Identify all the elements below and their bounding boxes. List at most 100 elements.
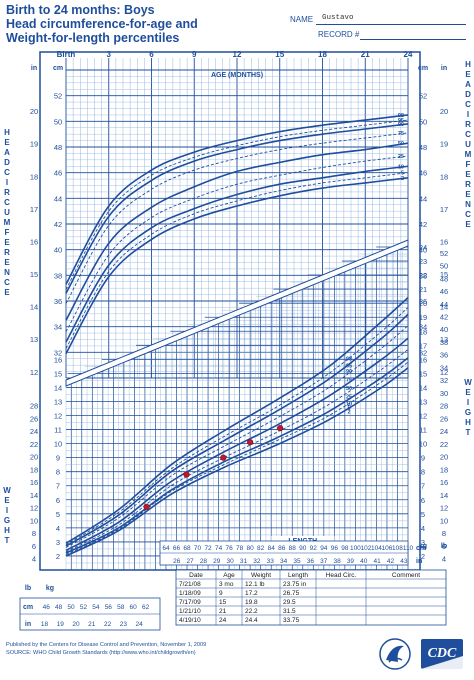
- table-cell: 31.5: [283, 608, 296, 615]
- kg-unit-label-right: kg: [419, 543, 427, 550]
- len-in-tick: 28: [200, 558, 208, 565]
- wt-lb-tick-right: 44: [440, 300, 448, 309]
- hc-cm-tick-right: 34: [419, 323, 427, 332]
- table-cell: 29.5: [283, 599, 296, 606]
- wt-kg-tick: 14: [54, 383, 62, 392]
- hc-in-tick: 17: [30, 205, 38, 214]
- hc-in-tick-right: 14: [440, 303, 448, 312]
- len-in-tick: 26: [173, 558, 181, 565]
- table-header: Comment: [392, 572, 420, 579]
- len-cm-tick: 68: [183, 545, 191, 552]
- hc-cm-tick: 52: [54, 92, 62, 101]
- record-label: RECORD #: [318, 30, 360, 39]
- wfl-percentile-90: [65, 313, 409, 547]
- wt-lb-tick-right: 4: [442, 555, 446, 564]
- wt-kg-tick: 5: [56, 510, 60, 519]
- wt-lb-tick: 10: [30, 516, 38, 525]
- wt-lb-tick-right: 50: [440, 262, 448, 271]
- hc-cm-tick-right: 40: [419, 246, 427, 255]
- wt-kg-tick: 16: [54, 355, 62, 364]
- hhs-seal-icon: [379, 638, 411, 670]
- hc-in-tick: 15: [30, 270, 38, 279]
- hc-percentile-label: 98: [398, 113, 404, 119]
- hc-cm-tick: 44: [54, 194, 62, 203]
- wfl-percentile-label: 95: [346, 363, 352, 369]
- age-tick-label: 6: [149, 50, 154, 59]
- wfl-percentile-2: [65, 367, 409, 557]
- footer-line-1: Published by the Centers for Disease Con…: [6, 642, 207, 648]
- table-cell: 24: [219, 617, 227, 624]
- table-cell: 4/19/10: [179, 617, 201, 624]
- age-tick-label: 15: [275, 50, 284, 59]
- wt-lb-tick: 14: [30, 491, 38, 500]
- cm-unit-label-top-right: cm: [418, 65, 428, 72]
- footer-line-2: SOURCE: WHO Child Growth Standards (http…: [6, 650, 196, 656]
- length-label-bg: [271, 536, 335, 545]
- hc-percentile-label: 90: [398, 122, 404, 128]
- wfl-percentile-10: [65, 357, 409, 554]
- len-in-tick: 41: [374, 558, 382, 565]
- name-value[interactable]: Gustavo: [322, 14, 354, 22]
- small-cm-tick: 56: [105, 604, 113, 611]
- wt-kg-tick: 3: [56, 538, 60, 547]
- len-cm-tick: 94: [320, 545, 328, 552]
- len-cm-tick: 108: [392, 545, 403, 552]
- wt-lb-tick-right: 22: [440, 440, 448, 449]
- len-cm-unit: cm: [416, 545, 426, 552]
- wt-lb-tick: 12: [30, 504, 38, 513]
- table-header: Date: [189, 572, 203, 579]
- wt-lb-tick-right: 34: [440, 363, 448, 372]
- len-cm-tick: 100: [350, 545, 361, 552]
- wt-lb-tick-right: 14: [440, 491, 448, 500]
- wt-kg-tick-right: 15: [419, 369, 427, 378]
- wt-lb-tick-right: 30: [440, 389, 448, 398]
- len-cm-tick: 74: [215, 545, 223, 552]
- hc-cm-tick-right: 38: [419, 271, 427, 280]
- wt-lb-tick-right: 38: [440, 338, 448, 347]
- wt-lb-tick-right: 28: [440, 402, 448, 411]
- len-cm-tick: 96: [331, 545, 339, 552]
- small-in-tick: 22: [104, 621, 112, 628]
- hc-percentile-label: 50: [398, 141, 404, 147]
- wt-kg-tick: 2: [56, 552, 60, 561]
- table-cell: 12.1 lb: [245, 581, 265, 588]
- table-cell: 21: [219, 608, 227, 615]
- age-tick-label: Birth: [57, 50, 76, 59]
- wt-kg-tick-right: 7: [421, 482, 425, 491]
- len-cm-tick: 78: [236, 545, 244, 552]
- wt-kg-tick-right: 6: [421, 496, 425, 505]
- len-in-tick: 30: [227, 558, 235, 565]
- len-cm-tick: 102: [360, 545, 371, 552]
- small-cm-tick: 46: [43, 604, 51, 611]
- hc-cm-tick: 46: [54, 169, 62, 178]
- wfl-percentile-98: [65, 297, 409, 544]
- wt-kg-tick-right: 10: [419, 440, 427, 449]
- wt-lb-tick-right: 6: [442, 542, 446, 551]
- in-unit-label-top-right: in: [441, 65, 447, 72]
- patient-data-point: [183, 471, 190, 478]
- hc-cm-tick-right: 46: [419, 169, 427, 178]
- len-in-tick: 40: [360, 558, 368, 565]
- hc-cm-tick: 42: [54, 220, 62, 229]
- hc-cm-tick: 48: [54, 143, 62, 152]
- small-cm-tick: 60: [130, 604, 138, 611]
- hc-cm-tick: 34: [54, 323, 62, 332]
- len-cm-tick: 84: [268, 545, 276, 552]
- name-underline: [316, 24, 466, 25]
- table-cell: 23.75 in: [283, 581, 307, 588]
- wt-kg-tick: 15: [54, 369, 62, 378]
- wt-lb-tick-right: 20: [440, 453, 448, 462]
- wt-kg-tick: 8: [56, 468, 60, 477]
- len-cm-tick: 64: [162, 545, 170, 552]
- wt-lb-tick-right: 42: [440, 313, 448, 322]
- len-cm-tick: 76: [225, 545, 233, 552]
- wt-lb-tick: 26: [30, 414, 38, 423]
- record-underline[interactable]: [360, 39, 466, 40]
- table-header: Age: [223, 572, 235, 579]
- len-in-tick: 32: [253, 558, 261, 565]
- hc-in-tick-right: 20: [440, 107, 448, 116]
- small-cm-tick: 62: [142, 604, 150, 611]
